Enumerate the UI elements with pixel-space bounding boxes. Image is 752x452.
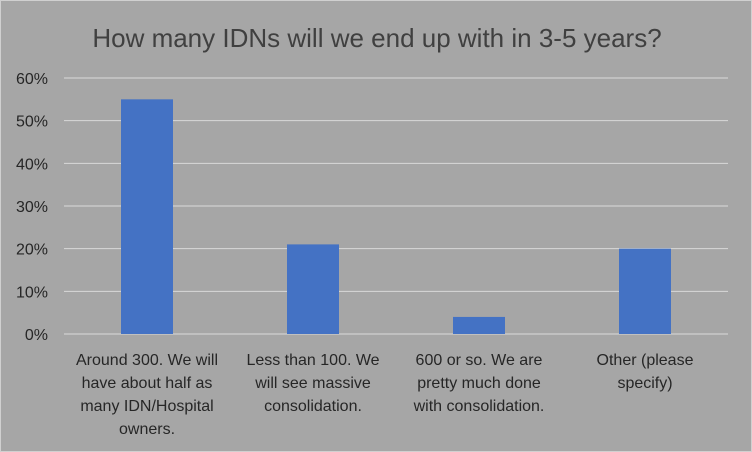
bars <box>121 99 671 334</box>
y-axis-tick-labels: 0% 10% 20% 30% 40% 50% 60% <box>16 71 48 344</box>
x-category-label: Less than 100. We will see massive consoli… <box>246 352 379 415</box>
chart-title: How many IDNs will we end up with in 3-5… <box>92 23 661 53</box>
x-axis-category-labels: Around 300. We will have about half as man… <box>76 352 694 438</box>
bar <box>121 99 173 334</box>
y-tick-label: 60% <box>16 71 48 88</box>
y-tick-label: 30% <box>16 199 48 216</box>
x-category-label: 600 or so. We are pretty much done with co… <box>413 352 545 415</box>
y-tick-label: 20% <box>16 242 48 259</box>
gridlines <box>64 77 728 335</box>
x-category-label: Other (please specify) <box>597 352 694 392</box>
bar <box>453 316 505 334</box>
y-tick-label: 0% <box>25 327 48 344</box>
bar <box>619 248 671 334</box>
y-tick-label: 40% <box>16 156 48 173</box>
x-category-label: Around 300. We will have about half as man… <box>76 352 218 438</box>
y-tick-label: 10% <box>16 284 48 301</box>
y-tick-label: 50% <box>16 114 48 131</box>
bar <box>287 244 339 334</box>
